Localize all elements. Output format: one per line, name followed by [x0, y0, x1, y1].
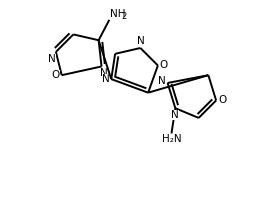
Text: N: N — [100, 68, 107, 78]
Text: 2: 2 — [121, 12, 126, 21]
Text: N: N — [158, 76, 166, 86]
Text: O: O — [218, 95, 226, 105]
Text: O: O — [160, 60, 168, 71]
Text: N: N — [136, 36, 144, 46]
Text: N: N — [102, 74, 109, 84]
Text: H₂N: H₂N — [162, 134, 181, 144]
Text: N: N — [171, 110, 179, 120]
Text: N: N — [48, 54, 56, 64]
Text: O: O — [52, 70, 60, 80]
Text: NH: NH — [110, 9, 126, 19]
